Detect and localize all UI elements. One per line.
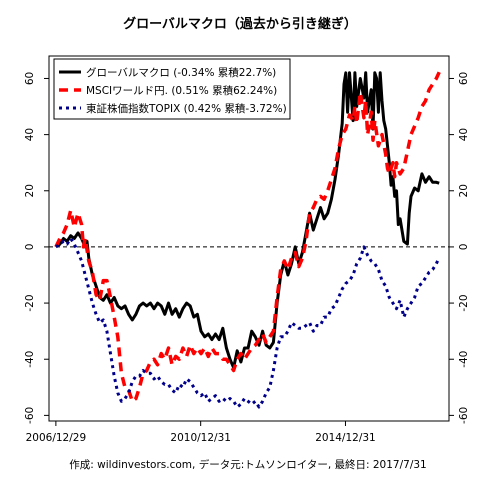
plot-frame [48, 55, 450, 422]
series-line-1 [55, 71, 440, 370]
legend: グローバルマクロ (-0.34% 累積22.7%) MSCIワールド円. (0.5… [53, 58, 291, 120]
y-tick-label-right: 60 [458, 72, 470, 85]
y-tick-label-right: -20 [458, 294, 470, 311]
y-tick-label-right: -40 [458, 351, 470, 368]
legend-label-3: 東証株価指数TOPIX (0.42% 累積-3.72%) [86, 102, 287, 115]
series-line-3 [55, 237, 441, 409]
legend-box [53, 58, 291, 120]
legend-label-1: グローバルマクロ (-0.34% 累積22.7%) [86, 66, 276, 79]
y-tick-label-left: -40 [24, 351, 36, 368]
x-tick-label: 2006/12/29 [26, 432, 87, 444]
chart-title: グローバルマクロ（過去から引き継ぎ） [123, 16, 357, 32]
y-tick-label-right: 0 [458, 244, 470, 251]
y-tick-label-left: 0 [24, 244, 36, 251]
y-tick-label-left: 60 [24, 72, 36, 85]
y-tick-label-left: 20 [24, 184, 36, 197]
legend-label-2: MSCIワールド円. (0.51% 累積62.24%) [86, 84, 277, 97]
y-tick-label-left: 40 [24, 128, 36, 141]
y-tick-label-left: -60 [24, 407, 36, 424]
y-tick-label-right: 40 [458, 128, 470, 141]
x-tick-label: 2014/12/31 [315, 432, 376, 444]
y-tick-label-right: -60 [458, 407, 470, 424]
chart-caption: 作成: wildinvestors.com, データ元:トムソンロイター, 最終… [69, 458, 426, 471]
x-tick-label: 2010/12/31 [170, 432, 231, 444]
series-line-2 [54, 71, 441, 404]
y-tick-label-right: 20 [458, 184, 470, 197]
y-tick-label-left: -20 [24, 294, 36, 311]
